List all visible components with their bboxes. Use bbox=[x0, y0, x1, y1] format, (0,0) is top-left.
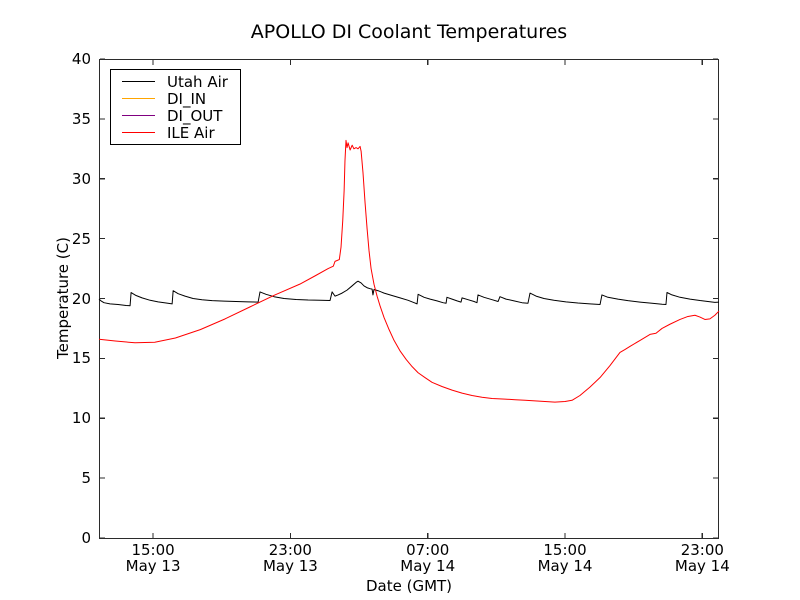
series-line-utah-air bbox=[98, 280, 720, 307]
x-tick-label-date-4: May 14 bbox=[674, 557, 730, 575]
legend-entry-di-in: DI_IN bbox=[122, 90, 228, 107]
y-tick-label-3: 15 bbox=[71, 349, 91, 368]
x-tick-label-date-1: May 13 bbox=[262, 557, 318, 575]
legend-line-sample-ile-air bbox=[122, 132, 155, 133]
series-line-ile-air bbox=[98, 139, 720, 403]
legend-entry-ile-air: ILE Air bbox=[122, 124, 228, 141]
y-tick-label-4: 20 bbox=[71, 289, 91, 308]
legend-entry-utah-air: Utah Air bbox=[122, 73, 228, 90]
legend-line-sample-di-out bbox=[122, 115, 155, 116]
legend-label-ile-air: ILE Air bbox=[167, 123, 215, 142]
x-tick-label-time-2: 07:00 bbox=[406, 541, 450, 559]
legend-line-sample-utah-air bbox=[122, 81, 155, 82]
y-tick-label-2: 10 bbox=[71, 409, 91, 428]
legend-entry-di-out: DI_OUT bbox=[122, 107, 228, 124]
legend: Utah Air DI_IN DI_OUT ILE Air bbox=[110, 69, 241, 145]
y-tick-label-8: 40 bbox=[71, 50, 91, 68]
legend-line-sample-di-in bbox=[122, 98, 155, 99]
legend-label-di-out: DI_OUT bbox=[167, 106, 223, 125]
x-tick-label-date-3: May 14 bbox=[537, 557, 593, 575]
x-tick-label-time-3: 15:00 bbox=[543, 541, 587, 559]
x-tick-label-time-1: 23:00 bbox=[268, 541, 312, 559]
x-tick-label-time-4: 23:00 bbox=[680, 541, 724, 559]
y-tick-label-1: 5 bbox=[81, 469, 91, 488]
y-tick-label-6: 30 bbox=[71, 169, 91, 188]
x-tick-label-date-0: May 13 bbox=[125, 557, 181, 575]
y-tick-label-7: 35 bbox=[71, 109, 91, 128]
legend-label-di-in: DI_IN bbox=[167, 89, 207, 108]
x-axis-label: Date (GMT) bbox=[365, 577, 453, 595]
x-tick-label-time-0: 15:00 bbox=[131, 541, 175, 559]
legend-label-utah-air: Utah Air bbox=[167, 72, 228, 91]
y-tick-label-0: 0 bbox=[81, 529, 91, 547]
y-tick-label-5: 25 bbox=[71, 229, 91, 248]
x-tick-label-date-2: May 14 bbox=[400, 557, 456, 575]
chart-title: APOLLO DI Coolant Temperatures bbox=[250, 21, 568, 43]
